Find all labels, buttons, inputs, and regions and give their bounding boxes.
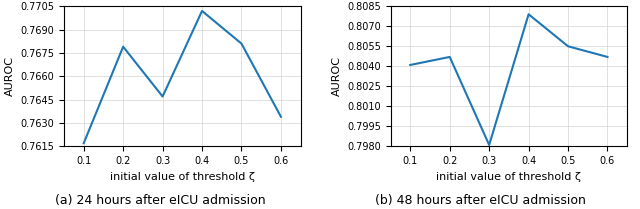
Text: (b) 48 hours after eICU admission: (b) 48 hours after eICU admission (374, 194, 586, 207)
X-axis label: initial value of threshold ζ: initial value of threshold ζ (110, 172, 255, 182)
Text: (a) 24 hours after eICU admission: (a) 24 hours after eICU admission (54, 194, 266, 207)
X-axis label: initial value of threshold ζ: initial value of threshold ζ (436, 172, 581, 182)
Y-axis label: AUROC: AUROC (4, 56, 15, 96)
Y-axis label: AUROC: AUROC (332, 56, 341, 96)
